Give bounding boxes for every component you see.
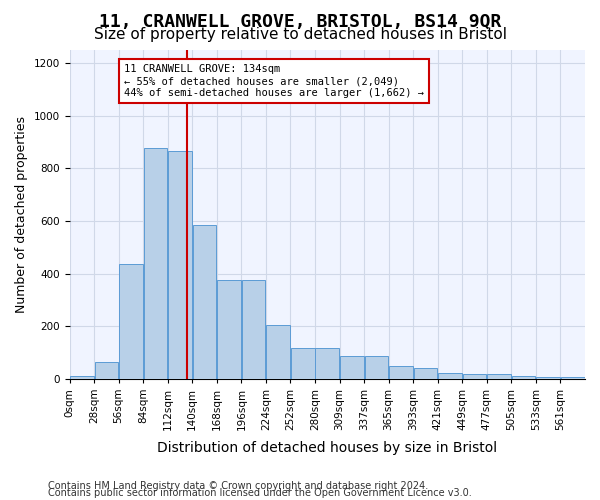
Bar (413, 368, 437, 378)
Bar (70, 376, 94, 378)
Bar (316, 348, 339, 378)
Bar (389, 366, 413, 378)
Bar (168, 152, 192, 378)
Text: Contains public sector information licensed under the Open Government Licence v3: Contains public sector information licen… (48, 488, 472, 498)
Bar (365, 356, 388, 378)
Bar (95, 362, 118, 378)
Y-axis label: Number of detached properties: Number of detached properties (15, 116, 28, 313)
Text: Contains HM Land Registry data © Crown copyright and database right 2024.: Contains HM Land Registry data © Crown c… (48, 481, 428, 491)
Bar (291, 348, 314, 378)
Bar (487, 374, 511, 378)
Text: 11 CRANWELL GROVE: 134sqm
← 55% of detached houses are smaller (2,049)
44% of se: 11 CRANWELL GROVE: 134sqm ← 55% of detac… (124, 64, 424, 98)
Bar (463, 374, 487, 378)
Bar (217, 280, 241, 378)
Bar (512, 376, 535, 378)
Bar (193, 226, 217, 378)
Bar (143, 148, 167, 378)
Bar (119, 264, 143, 378)
Text: Size of property relative to detached houses in Bristol: Size of property relative to detached ho… (94, 28, 506, 42)
X-axis label: Distribution of detached houses by size in Bristol: Distribution of detached houses by size … (157, 441, 497, 455)
Bar (438, 373, 462, 378)
Bar (242, 280, 265, 378)
Bar (340, 356, 364, 378)
Text: 11, CRANWELL GROVE, BRISTOL, BS14 9QR: 11, CRANWELL GROVE, BRISTOL, BS14 9QR (99, 12, 501, 30)
Bar (266, 325, 290, 378)
